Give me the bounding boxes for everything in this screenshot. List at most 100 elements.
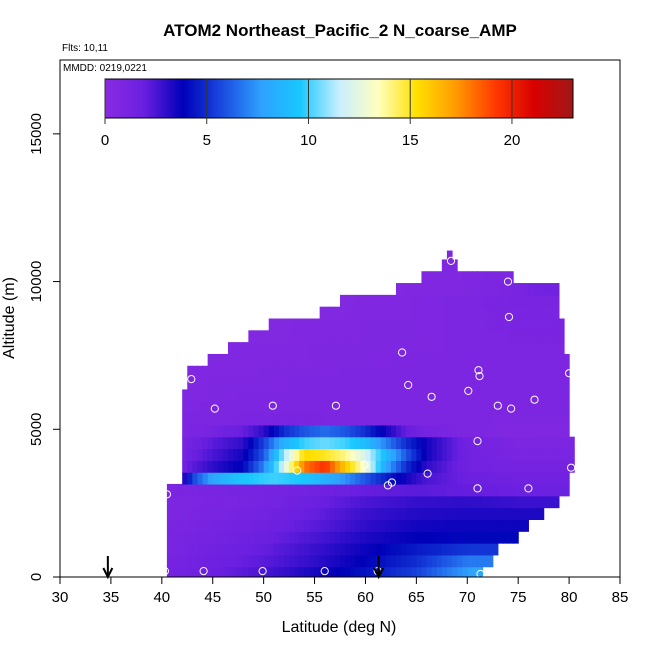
heatmap-cell <box>375 330 382 343</box>
heatmap-cell <box>441 401 448 414</box>
heatmap-cell <box>278 543 285 556</box>
heatmap-cell <box>462 531 468 544</box>
heatmap-cell <box>182 472 188 485</box>
heatmap-cell <box>329 495 336 509</box>
heatmap-cell <box>421 389 428 402</box>
heatmap-cell <box>187 424 193 438</box>
heatmap-cell <box>390 519 397 532</box>
heatmap-cell <box>370 436 377 450</box>
heatmap-cell <box>421 424 428 438</box>
heatmap-cell <box>385 389 392 402</box>
heatmap-cell <box>222 507 229 520</box>
x-tick-label: 45 <box>204 589 221 606</box>
heatmap-cell <box>396 483 402 497</box>
heatmap-cell <box>314 365 321 379</box>
heatmap-cell <box>284 448 290 461</box>
heatmap-cell <box>457 495 463 509</box>
heatmap-cell <box>533 294 540 308</box>
heatmap-cell <box>294 483 300 497</box>
heatmap-cell <box>523 495 529 509</box>
heatmap-cell <box>284 413 290 426</box>
heatmap-cell <box>289 377 295 391</box>
heatmap-cell <box>238 554 244 568</box>
heatmap-cell <box>508 342 514 355</box>
heatmap-cell <box>243 413 249 426</box>
heatmap-cell <box>334 389 341 402</box>
heatmap-cell <box>492 531 499 544</box>
heatmap-cell <box>253 413 260 426</box>
heatmap-cell <box>309 401 316 414</box>
heatmap-cell <box>452 294 458 308</box>
heatmap-cell <box>513 330 519 343</box>
heatmap-cell <box>309 543 316 556</box>
heatmap-cell <box>441 436 448 450</box>
heatmap-cell <box>411 495 417 509</box>
heatmap-cell <box>426 554 433 568</box>
heatmap-cell <box>385 353 392 367</box>
heatmap-cell <box>538 424 545 438</box>
x-tick-label: 75 <box>510 589 527 606</box>
heatmap-cell <box>197 519 204 532</box>
heatmap-cell <box>228 389 234 402</box>
heatmap-cell <box>390 554 397 568</box>
heatmap-cell <box>217 436 224 450</box>
heatmap-cell <box>324 413 331 426</box>
heatmap-cell <box>202 448 209 461</box>
heatmap-cell <box>329 460 336 473</box>
heatmap-cell <box>452 413 458 426</box>
heatmap-cell <box>222 472 229 485</box>
heatmap-cell <box>553 472 560 485</box>
heatmap-cell <box>166 519 173 532</box>
heatmap-cell <box>416 306 423 320</box>
heatmap-cell <box>380 507 387 520</box>
heatmap-cell <box>467 330 473 343</box>
heatmap-cell <box>508 495 514 509</box>
heatmap-cell <box>370 531 377 544</box>
heatmap-cell <box>401 330 407 343</box>
heatmap-cell <box>340 483 346 497</box>
heatmap-cell <box>207 389 214 402</box>
heatmap-cell <box>518 495 524 509</box>
heatmap-cell <box>401 306 407 320</box>
heatmap-cell <box>533 401 540 414</box>
heatmap-cell <box>350 342 356 355</box>
heatmap-cell <box>569 448 575 461</box>
heatmap-cell <box>197 460 204 473</box>
heatmap-cell <box>334 365 341 379</box>
heatmap-cell <box>472 460 479 473</box>
heatmap-cell <box>416 424 423 438</box>
heatmap-cell <box>268 483 275 497</box>
heatmap-cell <box>217 377 224 391</box>
heatmap-cell <box>253 472 260 485</box>
heatmap-cell <box>513 413 519 426</box>
heatmap-cell <box>202 565 209 577</box>
chart-title: ATOM2 Northeast_Pacific_2 N_coarse_AMP <box>163 21 517 40</box>
heatmap-cell <box>406 531 412 544</box>
heatmap-cell <box>411 507 417 520</box>
heatmap-cell <box>390 531 397 544</box>
heatmap-cell <box>543 342 550 355</box>
heatmap-cell <box>487 342 494 355</box>
x-tick-label: 80 <box>561 589 578 606</box>
heatmap-cell <box>462 271 468 284</box>
flights-label: Flts: 10,11 <box>62 43 108 54</box>
heatmap-cell <box>284 507 290 520</box>
x-tick-label: 65 <box>408 589 425 606</box>
heatmap-cell <box>502 483 509 497</box>
heatmap-cell <box>217 424 224 438</box>
heatmap-cell <box>482 543 489 556</box>
heatmap-cell <box>543 413 550 426</box>
heatmap-cell <box>375 342 382 355</box>
heatmap-cell <box>416 448 423 461</box>
heatmap-cell <box>217 472 224 485</box>
heatmap-cell <box>543 424 550 438</box>
heatmap-cell <box>553 377 560 391</box>
heatmap-cell <box>334 472 341 485</box>
heatmap-cell <box>401 519 407 532</box>
heatmap-cell <box>289 389 295 402</box>
heatmap-cell <box>436 271 443 284</box>
heatmap-cell <box>431 330 438 343</box>
heatmap-cell <box>375 495 382 509</box>
heatmap-cell <box>207 460 214 473</box>
